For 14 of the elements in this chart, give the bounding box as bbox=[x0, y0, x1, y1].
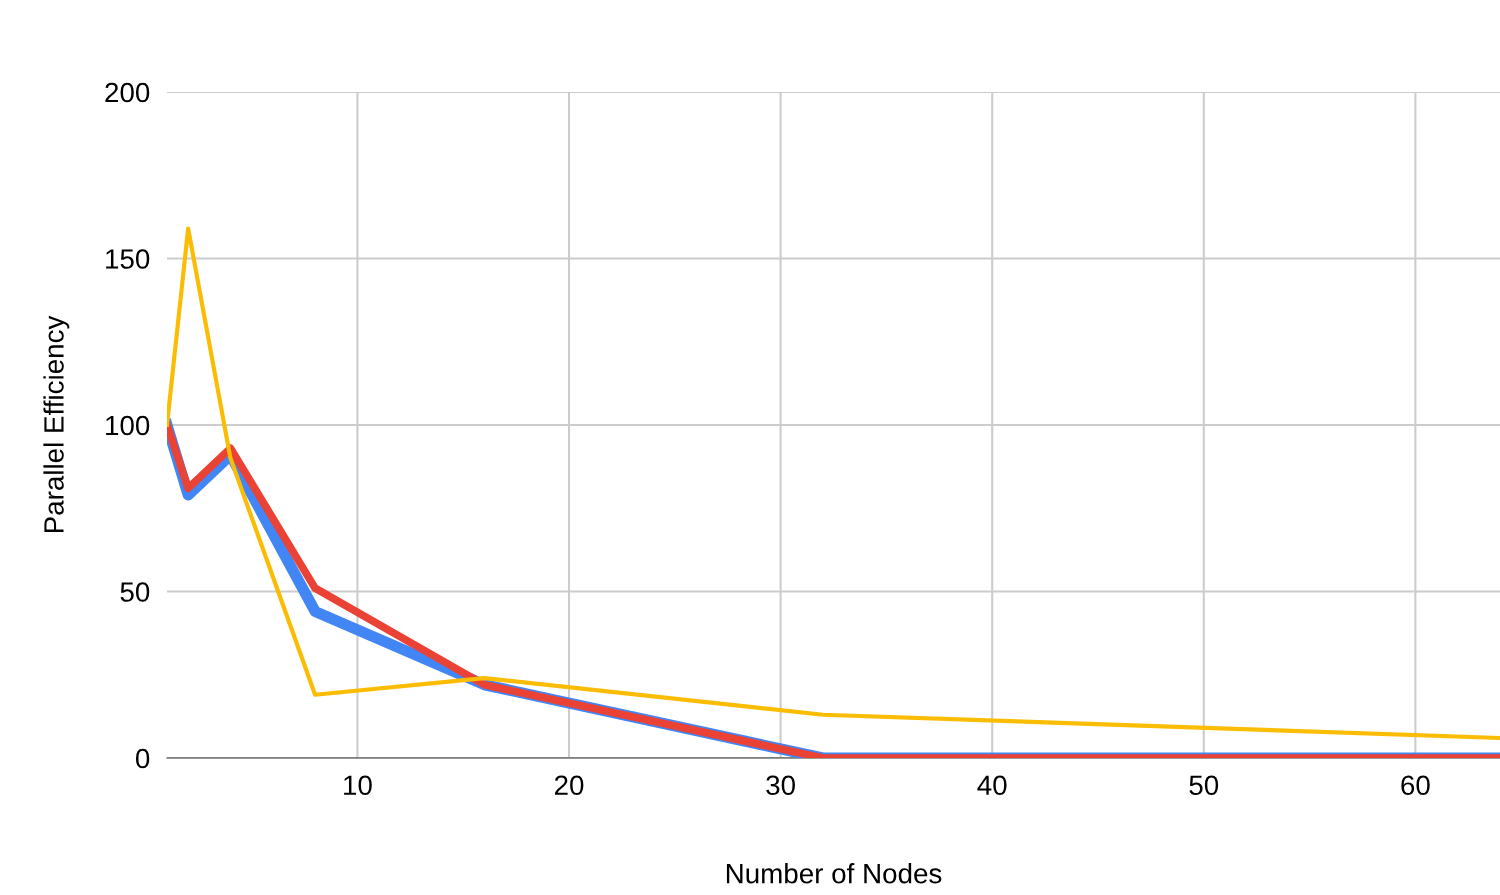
line-series bbox=[167, 226, 1500, 741]
x-tick-label: 40 bbox=[977, 775, 1007, 796]
y-tick-label: 100 bbox=[106, 415, 150, 436]
x-tick-label: 30 bbox=[766, 775, 795, 796]
y-tick-label: 50 bbox=[120, 582, 150, 602]
x-tick-label: 10 bbox=[344, 775, 372, 796]
x-tick-label: 50 bbox=[1189, 775, 1219, 796]
y-tick-label: 200 bbox=[105, 82, 150, 103]
x-tick-label: 20 bbox=[554, 775, 584, 796]
x-axis-title: Number of Nodes bbox=[726, 863, 942, 884]
x-tick-label: 60 bbox=[1401, 775, 1430, 796]
y-tick-label: 150 bbox=[106, 249, 150, 269]
y-axis-title: Parallel Efficiency bbox=[43, 315, 70, 533]
y-tick-label: 0 bbox=[135, 748, 150, 769]
